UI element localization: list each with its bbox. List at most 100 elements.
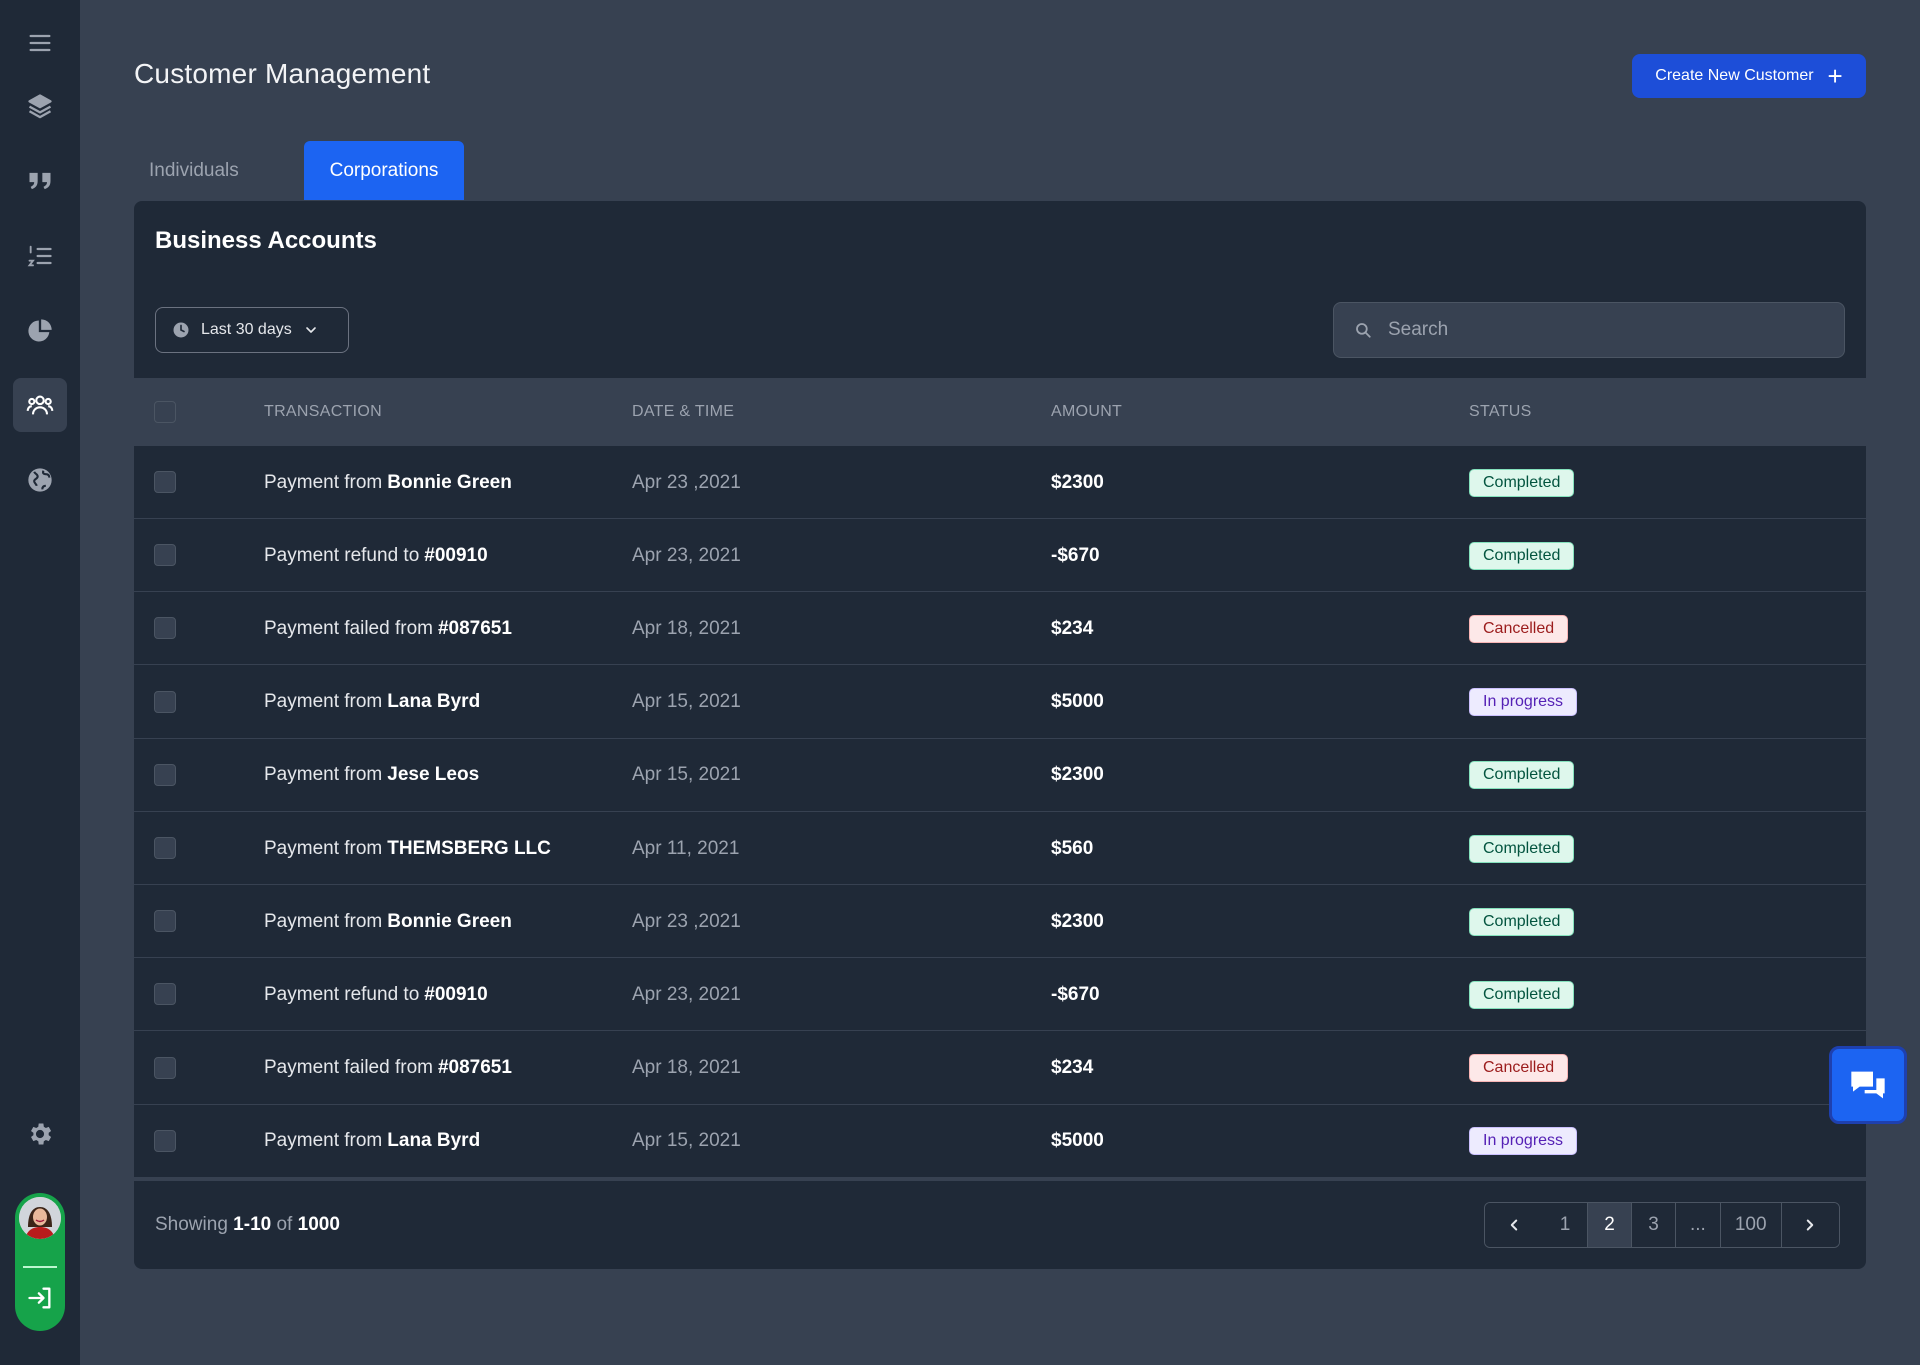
transaction-prefix: Payment failed from <box>264 1057 433 1079</box>
sidebar-item-quotes[interactable] <box>13 154 67 208</box>
transaction-prefix: Payment from <box>264 1130 383 1152</box>
table-row[interactable]: Payment from Lana Byrd Apr 15, 2021 $5000 In… <box>134 1105 1866 1178</box>
logout-button[interactable] <box>23 1281 57 1315</box>
tab-corporations[interactable]: Corporations <box>304 141 464 200</box>
status-cell: Completed <box>1469 885 1575 958</box>
date-cell: Apr 15, 2021 <box>632 691 741 713</box>
chevron-left-icon <box>1510 1219 1518 1231</box>
page-link[interactable]: 2 <box>1587 1203 1631 1247</box>
page-links: 1 2 3... 100 <box>1543 1203 1781 1247</box>
status-badge: In progress <box>1469 688 1578 717</box>
table-row[interactable]: Payment from THEMSBERG LLC Apr 11, 2021 $56… <box>134 812 1866 885</box>
table-row[interactable]: Payment refund to #00910 Apr 23, 2021 -$670… <box>134 958 1866 1032</box>
tab-individuals[interactable]: Individuals <box>149 159 239 181</box>
row-checkbox[interactable] <box>154 983 176 1006</box>
amount-cell: $5000 <box>1051 1130 1104 1152</box>
row-checkbox[interactable] <box>154 690 176 713</box>
transaction-cell: Payment failed from #087651 <box>264 1032 512 1105</box>
transaction-party: #087651 <box>437 617 512 639</box>
sidebar-item-reports[interactable] <box>13 304 67 358</box>
status-cell: Completed <box>1469 958 1575 1031</box>
row-checkbox[interactable] <box>154 910 176 933</box>
transaction-prefix: Payment refund to <box>264 544 420 566</box>
date-cell: Apr 23, 2021 <box>632 983 741 1005</box>
avatar[interactable] <box>19 1197 61 1239</box>
sidebar-item-layers[interactable] <box>13 79 67 133</box>
chat-button[interactable] <box>1829 1046 1907 1124</box>
row-checkbox[interactable] <box>154 763 176 786</box>
status-cell: Cancelled <box>1469 592 1569 665</box>
table-row[interactable]: Payment from Bonnie Green Apr 23 ,2021 $230… <box>134 885 1866 959</box>
pagination-summary: Showing 1-10 of 1000 <box>155 1214 340 1236</box>
status-badge: Completed <box>1469 761 1575 790</box>
status-badge: Cancelled <box>1469 614 1569 643</box>
amount-cell: $2300 <box>1051 471 1104 493</box>
date-cell: Apr 23 ,2021 <box>632 910 741 932</box>
table-row[interactable]: Payment from Bonnie Green Apr 23 ,2021 $230… <box>134 446 1866 519</box>
next-page-button[interactable] <box>1780 1203 1839 1247</box>
chevron-right-icon <box>1806 1219 1814 1231</box>
amount-cell: $2300 <box>1051 910 1104 932</box>
page-link[interactable]: 3 <box>1631 1203 1675 1247</box>
page-link[interactable]: ... <box>1675 1203 1720 1247</box>
search-box <box>1333 302 1845 358</box>
transaction-cell: Payment from Bonnie Green <box>264 885 512 958</box>
status-cell: In progress <box>1469 666 1578 739</box>
column-transaction: TRANSACTION <box>264 403 382 420</box>
transaction-cell: Payment refund to #00910 <box>264 519 488 592</box>
menu-button[interactable] <box>13 16 67 70</box>
page-link[interactable]: 1 <box>1543 1203 1587 1247</box>
clock-icon <box>173 322 189 338</box>
status-badge: Completed <box>1469 980 1575 1009</box>
table-row[interactable]: Payment failed from #087651 Apr 18, 2021 $2… <box>134 592 1866 666</box>
ordered-list-icon <box>27 245 52 267</box>
pill-divider <box>23 1266 57 1268</box>
status-badge: Completed <box>1469 541 1575 570</box>
card-title: Business Accounts <box>155 227 377 254</box>
page-link[interactable]: 100 <box>1719 1203 1781 1247</box>
transaction-party: #00910 <box>424 544 488 566</box>
table-row[interactable]: Payment from Jese Leos Apr 15, 2021 $2300 Co… <box>134 739 1866 812</box>
row-checkbox[interactable] <box>154 544 176 567</box>
chevron-down-icon <box>305 327 316 333</box>
create-customer-button[interactable]: Create New Customer + <box>1632 54 1866 98</box>
table-row[interactable]: Payment failed from #087651 Apr 18, 2021 $2… <box>134 1032 1866 1105</box>
table-footer: Showing 1-10 of 1000 1 2 3... 100 <box>134 1181 1866 1269</box>
status-cell: Completed <box>1469 519 1575 592</box>
column-status: STATUS <box>1469 403 1532 420</box>
transaction-party: THEMSBERG LLC <box>387 837 551 859</box>
amount-cell: -$670 <box>1051 544 1100 566</box>
quote-icon <box>29 172 51 190</box>
amount-cell: $5000 <box>1051 691 1104 713</box>
plus-icon: + <box>1827 61 1843 91</box>
transaction-cell: Payment from Bonnie Green <box>264 446 512 519</box>
transaction-cell: Payment failed from #087651 <box>264 592 512 665</box>
of-label: of <box>276 1214 293 1235</box>
row-checkbox[interactable] <box>154 1056 176 1079</box>
search-icon <box>1356 323 1371 338</box>
showing-range: 1-10 <box>233 1214 272 1235</box>
sidebar-item-users[interactable] <box>13 378 67 432</box>
row-checkbox[interactable] <box>154 837 176 859</box>
row-checkbox[interactable] <box>154 471 176 493</box>
date-cell: Apr 23, 2021 <box>632 544 741 566</box>
showing-total: 1000 <box>297 1214 340 1235</box>
column-amount: AMOUNT <box>1051 403 1123 420</box>
prev-page-button[interactable] <box>1485 1203 1543 1247</box>
row-checkbox[interactable] <box>154 617 176 640</box>
sidebar-item-globe[interactable] <box>13 453 67 507</box>
status-badge: Cancelled <box>1469 1054 1569 1083</box>
sidebar-item-list[interactable] <box>13 229 67 283</box>
settings-button[interactable] <box>13 1107 67 1161</box>
table-row[interactable]: Payment refund to #00910 Apr 23, 2021 -$670… <box>134 519 1866 593</box>
date-cell: Apr 15, 2021 <box>632 764 741 786</box>
select-all-checkbox[interactable] <box>154 401 176 423</box>
sidebar <box>0 0 80 1365</box>
row-checkbox[interactable] <box>154 1129 176 1152</box>
amount-cell: -$670 <box>1051 983 1100 1005</box>
date-range-label: Last 30 days <box>201 321 292 338</box>
date-range-dropdown[interactable]: Last 30 days <box>155 307 349 353</box>
table-row[interactable]: Payment from Lana Byrd Apr 15, 2021 $5000 In… <box>134 666 1866 739</box>
search-input[interactable] <box>1388 319 1828 341</box>
amount-cell: $2300 <box>1051 764 1104 786</box>
